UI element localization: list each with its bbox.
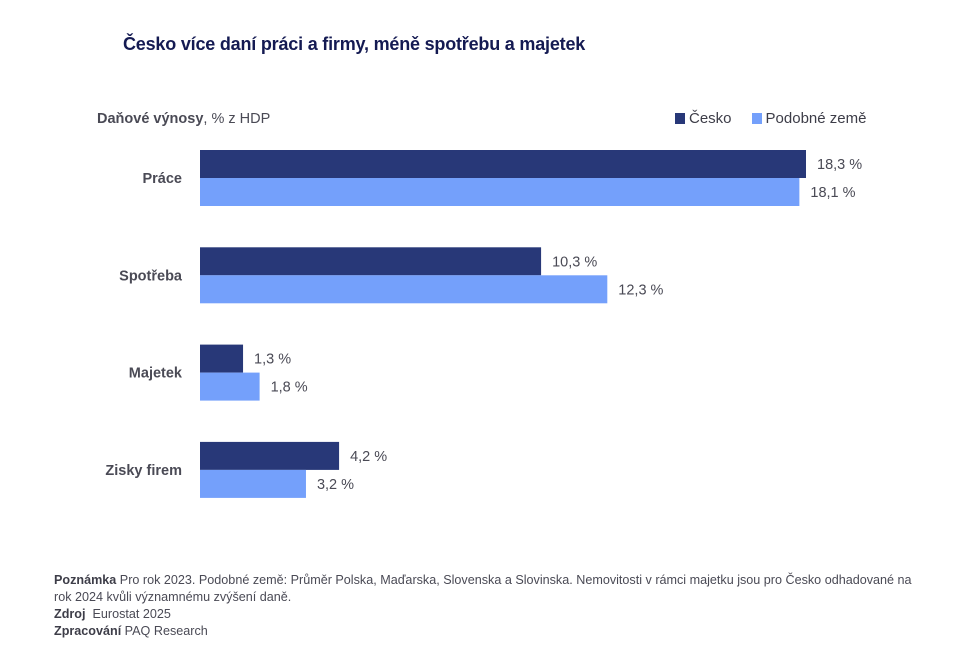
bar-prace-podobne-zeme <box>200 178 800 206</box>
legend-swatch-cesko <box>675 113 685 124</box>
processed-line: Zpracování PAQ Research <box>54 623 924 640</box>
bar-prace-cesko <box>200 150 806 178</box>
note-text: Pro rok 2023. Podobné země: Průměr Polsk… <box>54 573 912 604</box>
chart-title: Česko více daní práci a firmy, méně spot… <box>123 34 586 54</box>
bar-spotreba-cesko <box>200 247 542 276</box>
axis-subtitle: Daňové výnosy, % z HDP <box>97 111 270 127</box>
category-label-zisky-firem: Zisky firem <box>105 463 182 479</box>
legend-label-podobne-zeme: Podobné země <box>765 110 867 127</box>
legend-item-podobne-zeme: Podobné země <box>751 110 867 127</box>
legend: Česko Podobné země <box>675 110 866 127</box>
category-label-majetek: Majetek <box>129 366 183 382</box>
value-label-majetek-cesko: 1,3 % <box>254 352 291 368</box>
value-label-prace-podobne-zeme: 18,1 % <box>810 185 855 201</box>
value-label-zisky-firem-podobne-zeme: 3,2 % <box>317 477 354 493</box>
source-label: Zdroj <box>54 607 86 621</box>
bar-spotreba-podobne-zeme <box>200 275 608 304</box>
bar-majetek-podobne-zeme <box>200 372 260 401</box>
source-text: Eurostat 2025 <box>85 607 171 621</box>
subtitle-unit: , % z HDP <box>203 111 271 127</box>
bar-majetek-cesko <box>200 344 244 373</box>
processed-label: Zpracování <box>54 624 122 638</box>
bar-zisky-firem-podobne-zeme <box>200 469 306 498</box>
source-line: Zdroj Eurostat 2025 <box>54 606 924 623</box>
processed-text: PAQ Research <box>121 624 208 638</box>
value-label-zisky-firem-cesko: 4,2 % <box>350 449 387 465</box>
value-label-prace-cesko: 18,3 % <box>817 157 862 173</box>
bar-zisky-firem-cesko <box>200 441 340 470</box>
note-line: Poznámka Pro rok 2023. Podobné země: Prů… <box>54 572 924 606</box>
value-label-majetek-podobne-zeme: 1,8 % <box>271 380 308 396</box>
bar-chart: Práce 18,3 % 18,1 % Spotřeba 10,3 % 12,3 % Maj… <box>105 150 862 498</box>
legend-label-cesko: Česko <box>689 110 732 127</box>
subtitle-bold: Daňové výnosy <box>97 111 204 127</box>
value-label-spotreba-cesko: 10,3 % <box>552 254 597 270</box>
value-label-spotreba-podobne-zeme: 12,3 % <box>618 282 663 298</box>
footnotes: Poznámka Pro rok 2023. Podobné země: Prů… <box>54 572 924 640</box>
legend-item-cesko: Česko <box>675 110 732 127</box>
category-label-spotreba: Spotřeba <box>119 268 183 284</box>
legend-swatch-podobne-zeme <box>751 113 762 124</box>
note-label: Poznámka <box>54 573 117 587</box>
category-label-prace: Práce <box>142 171 182 187</box>
